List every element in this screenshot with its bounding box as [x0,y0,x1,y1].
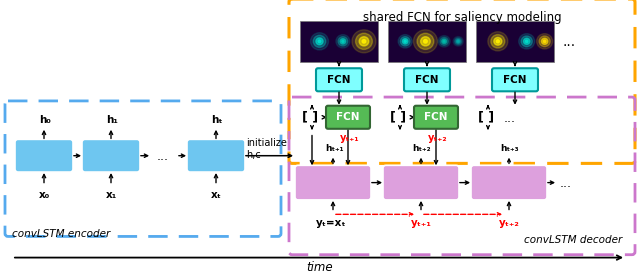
Circle shape [342,40,344,42]
Text: yₜ₊₂: yₜ₊₂ [428,133,448,143]
Text: FCN: FCN [336,112,360,122]
Circle shape [398,35,412,48]
Text: [ ]: [ ] [302,111,318,124]
FancyBboxPatch shape [471,165,547,200]
Circle shape [340,39,346,44]
Circle shape [525,40,528,42]
Circle shape [543,40,546,42]
FancyBboxPatch shape [492,68,538,91]
Circle shape [420,37,430,46]
Text: [ ]: [ ] [478,111,494,124]
Circle shape [310,33,328,50]
Text: yₜ₊₁: yₜ₊₁ [340,133,360,143]
Circle shape [488,32,508,51]
Circle shape [442,39,447,44]
Text: hₜ₊₂: hₜ₊₂ [413,144,431,153]
Circle shape [518,34,534,49]
Bar [476,21,554,62]
Circle shape [453,37,463,46]
Text: time: time [307,262,333,274]
Text: yₜ₊₁: yₜ₊₁ [411,218,431,228]
Text: convLSTM decoder: convLSTM decoder [524,235,622,245]
FancyBboxPatch shape [326,106,370,129]
Bar [388,21,466,62]
Circle shape [491,35,505,48]
Circle shape [539,36,550,47]
Circle shape [440,37,449,45]
FancyBboxPatch shape [82,139,140,172]
Circle shape [438,35,450,47]
Text: h₁: h₁ [106,115,118,125]
Text: FCN: FCN [424,112,448,122]
Circle shape [336,35,350,48]
Circle shape [403,39,408,44]
Text: FCN: FCN [415,75,439,85]
Text: ...: ... [157,150,169,163]
Circle shape [404,40,406,42]
Circle shape [541,38,548,44]
Circle shape [359,37,369,46]
Text: ...: ... [560,177,572,190]
Circle shape [316,38,323,45]
Text: hₜ₊₃: hₜ₊₃ [500,144,519,153]
FancyBboxPatch shape [187,139,245,172]
Text: [ ]: [ ] [390,111,406,124]
Circle shape [318,40,321,43]
Circle shape [352,30,376,53]
Circle shape [524,38,530,44]
Circle shape [521,36,532,47]
Circle shape [536,34,553,49]
Text: yₜ=xₜ: yₜ=xₜ [316,218,346,228]
Circle shape [413,30,438,53]
FancyBboxPatch shape [383,165,459,200]
Circle shape [417,33,434,50]
Circle shape [456,39,460,43]
Text: h₀: h₀ [39,115,51,125]
Text: FCN: FCN [327,75,351,85]
FancyBboxPatch shape [295,165,371,200]
Circle shape [313,35,326,47]
Circle shape [444,40,445,42]
Circle shape [494,37,502,45]
Text: xₜ: xₜ [211,190,221,200]
Bar [300,21,378,62]
Circle shape [338,37,348,46]
FancyBboxPatch shape [414,106,458,129]
FancyBboxPatch shape [316,68,362,91]
Circle shape [497,40,499,43]
Text: hₜ₊₁: hₜ₊₁ [324,144,343,153]
Circle shape [424,40,428,43]
Text: yₜ₊₂: yₜ₊₂ [499,218,520,228]
Text: ...: ... [504,112,516,125]
Text: x₁: x₁ [106,190,116,200]
Circle shape [356,33,372,50]
Text: FCN: FCN [503,75,527,85]
FancyBboxPatch shape [15,139,73,172]
FancyBboxPatch shape [404,68,450,91]
Text: x₀: x₀ [38,190,50,200]
Circle shape [362,40,366,43]
Text: hₜ: hₜ [211,115,223,125]
Text: initialize
h,c: initialize h,c [246,138,287,160]
Circle shape [458,41,459,42]
Text: convLSTM encoder: convLSTM encoder [12,229,110,239]
Circle shape [400,37,410,46]
Text: shared FCN for saliency modeling: shared FCN for saliency modeling [363,10,561,24]
Text: ...: ... [563,35,576,49]
Circle shape [454,38,461,45]
